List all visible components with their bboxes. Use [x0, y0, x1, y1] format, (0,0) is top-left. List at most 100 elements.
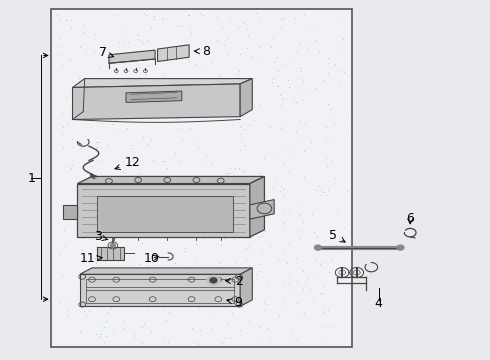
Point [131, 81, 139, 87]
Point [214, 296, 222, 302]
Point [111, 218, 119, 224]
Polygon shape [250, 176, 265, 237]
Point [329, 136, 337, 141]
Point [278, 61, 286, 67]
Point [203, 295, 211, 301]
Point [322, 135, 330, 141]
Point [327, 106, 335, 112]
Point [320, 77, 328, 83]
Point [136, 261, 144, 267]
Point [237, 132, 245, 138]
Point [85, 277, 93, 283]
Point [70, 226, 78, 232]
Point [184, 12, 192, 17]
Point [158, 70, 166, 76]
Text: 7: 7 [98, 46, 114, 59]
Point [104, 309, 112, 315]
Point [263, 301, 271, 307]
Point [129, 179, 137, 185]
Point [242, 282, 249, 288]
Point [194, 144, 202, 150]
Point [293, 48, 300, 54]
Point [277, 15, 285, 21]
Point [107, 296, 115, 301]
Point [208, 326, 216, 332]
Point [219, 26, 226, 31]
Point [138, 340, 146, 346]
Point [103, 209, 111, 215]
Point [230, 83, 238, 89]
Point [59, 144, 67, 149]
Point [295, 118, 303, 124]
Point [188, 30, 196, 36]
Point [221, 304, 229, 310]
Bar [50, 9, 352, 347]
Point [86, 228, 94, 233]
Point [312, 37, 320, 42]
Point [300, 174, 308, 180]
Polygon shape [80, 268, 252, 274]
Point [54, 44, 62, 50]
Point [64, 120, 72, 126]
Point [198, 63, 206, 69]
Point [278, 96, 286, 102]
Point [326, 114, 334, 120]
Point [235, 24, 243, 30]
Point [159, 15, 167, 21]
Point [59, 125, 67, 130]
Point [224, 204, 232, 210]
Point [254, 207, 262, 213]
Point [321, 335, 329, 341]
Point [157, 56, 165, 62]
Point [235, 166, 243, 171]
Point [58, 62, 66, 68]
Point [190, 105, 198, 111]
Point [223, 78, 231, 84]
Point [292, 129, 300, 135]
Point [285, 207, 293, 213]
Point [220, 42, 228, 48]
Text: 10: 10 [144, 252, 160, 265]
Point [79, 29, 87, 35]
Point [170, 51, 177, 57]
Point [124, 186, 132, 192]
Point [231, 259, 239, 265]
Point [90, 85, 98, 91]
Point [295, 235, 303, 241]
Point [283, 260, 291, 265]
Point [325, 269, 333, 275]
Point [324, 307, 332, 313]
Point [272, 84, 280, 89]
Point [213, 14, 220, 19]
Point [206, 206, 214, 212]
Circle shape [207, 275, 220, 285]
Point [280, 192, 288, 198]
Point [144, 62, 152, 67]
Point [217, 190, 224, 195]
Point [280, 15, 288, 21]
Point [338, 245, 345, 251]
Point [143, 263, 150, 269]
Point [198, 235, 206, 241]
Point [270, 76, 277, 82]
Polygon shape [63, 205, 77, 219]
Point [273, 155, 281, 161]
Point [120, 168, 127, 174]
Point [302, 42, 310, 48]
Point [82, 257, 90, 262]
Point [179, 89, 187, 95]
Point [98, 234, 105, 240]
Point [135, 64, 143, 70]
Point [76, 329, 84, 335]
Point [300, 310, 308, 316]
Point [69, 144, 76, 150]
Point [223, 51, 231, 57]
Point [331, 272, 339, 278]
Point [252, 10, 260, 16]
Point [191, 186, 199, 192]
Point [110, 12, 118, 18]
Point [186, 23, 194, 29]
Point [213, 182, 221, 188]
Point [69, 162, 76, 168]
Point [205, 188, 213, 194]
